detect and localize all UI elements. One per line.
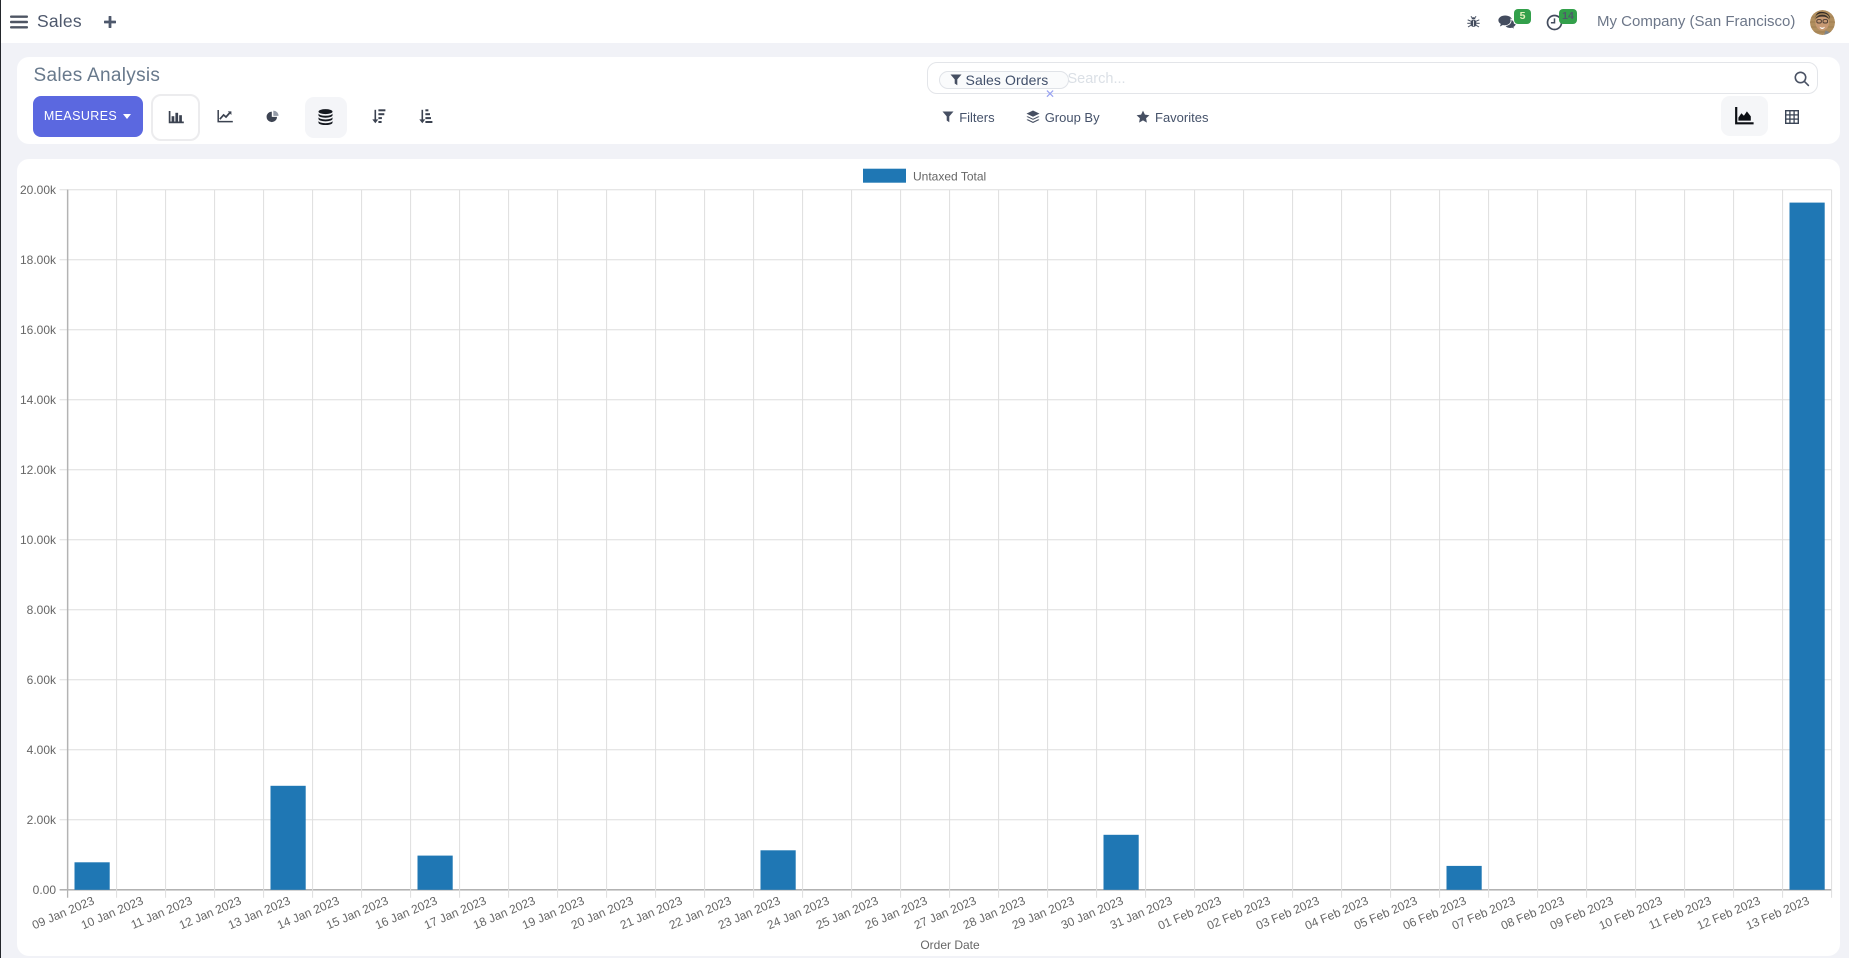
svg-text:10.00k: 10.00k bbox=[20, 533, 57, 547]
svg-text:16.00k: 16.00k bbox=[20, 323, 57, 337]
svg-text:6.00k: 6.00k bbox=[27, 673, 57, 687]
svg-text:Untaxed Total: Untaxed Total bbox=[913, 169, 986, 183]
svg-text:18.00k: 18.00k bbox=[20, 253, 57, 267]
svg-text:0.00: 0.00 bbox=[33, 883, 57, 897]
svg-text:2.00k: 2.00k bbox=[27, 813, 57, 827]
svg-text:4.00k: 4.00k bbox=[27, 743, 57, 757]
svg-text:8.00k: 8.00k bbox=[27, 603, 57, 617]
svg-text:Order Date: Order Date bbox=[920, 938, 980, 952]
svg-text:12.00k: 12.00k bbox=[20, 463, 57, 477]
svg-text:20.00k: 20.00k bbox=[20, 183, 57, 197]
svg-text:14.00k: 14.00k bbox=[20, 393, 57, 407]
